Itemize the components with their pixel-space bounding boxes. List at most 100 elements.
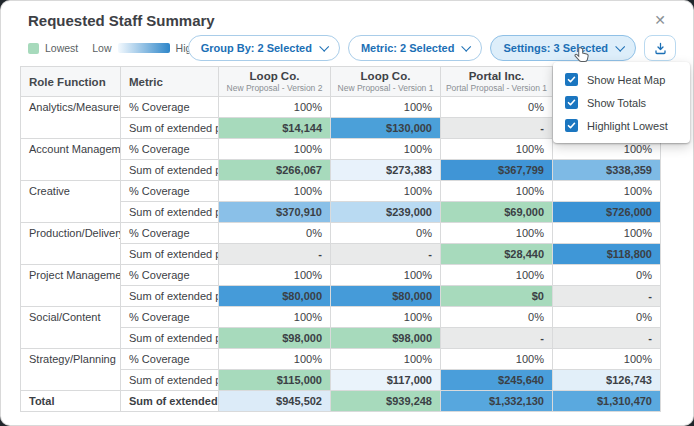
coverage-value-cell: 100%	[553, 349, 661, 370]
metric-dropdown-button[interactable]: Metric: 2 Selected	[348, 35, 483, 61]
coverage-value-cell: 0%	[331, 223, 441, 244]
coverage-value-cell: 100%	[331, 181, 441, 202]
download-button[interactable]	[644, 35, 676, 61]
sum-value-cell: $14,144	[219, 118, 331, 139]
coverage-value-cell: 100%	[441, 181, 553, 202]
group-by-label: Group By: 2 Selected	[201, 42, 312, 54]
coverage-value-cell: 100%	[441, 265, 553, 286]
metric-cell: % Coverage	[121, 139, 219, 160]
role-function-cell: Account Management	[21, 139, 121, 181]
coverage-value-cell: 100%	[219, 139, 331, 160]
settings-menu-item[interactable]: Highlight Lowest	[553, 114, 690, 137]
coverage-value-cell: 100%	[331, 97, 441, 118]
coverage-value-cell: 100%	[331, 139, 441, 160]
sum-value-cell: -	[553, 328, 661, 349]
sum-value-cell: $28,440	[441, 244, 553, 265]
metric-cell: % Coverage	[121, 223, 219, 244]
table-row: Social/Content% Coverage100%100%0%0%	[21, 307, 661, 328]
coverage-value-cell: 100%	[219, 97, 331, 118]
sum-value-cell: $117,000	[331, 370, 441, 391]
sum-value-cell: $0	[441, 286, 553, 307]
column-header: Metric	[121, 67, 219, 97]
sum-value-cell: $80,000	[219, 286, 331, 307]
sum-value-cell: -	[441, 328, 553, 349]
coverage-value-cell: 100%	[331, 265, 441, 286]
checkbox-checked-icon[interactable]	[565, 96, 578, 109]
role-function-cell: Project Management	[21, 265, 121, 307]
settings-menu-item-label: Highlight Lowest	[587, 120, 668, 132]
role-function-cell: Creative	[21, 181, 121, 223]
sum-value-cell: $130,000	[331, 118, 441, 139]
table-row: Production/Delivery% Coverage0%0%100%100…	[21, 223, 661, 244]
coverage-value-cell: 100%	[441, 139, 553, 160]
close-icon[interactable]: ✕	[652, 11, 668, 29]
chevron-down-icon	[615, 41, 625, 51]
heatmap-legend: Lowest Low High	[28, 42, 197, 54]
page-title: Requested Staff Summary	[28, 12, 215, 29]
metric-cell: Sum of extended price	[121, 160, 219, 181]
checkbox-checked-icon[interactable]	[565, 119, 578, 132]
settings-menu: Show Heat Map Show Totals Highlight Lowest	[553, 62, 690, 143]
checkbox-checked-icon[interactable]	[565, 73, 578, 86]
coverage-value-cell: 0%	[553, 265, 661, 286]
column-header-subtitle: Portal Proposal - Version 1	[445, 83, 548, 93]
column-header-title: Loop Co.	[335, 70, 436, 83]
table-row: Strategy/Planning% Coverage100%100%100%1…	[21, 349, 661, 370]
coverage-value-cell: 0%	[553, 307, 661, 328]
sum-value-cell: $239,000	[331, 202, 441, 223]
metric-cell: % Coverage	[121, 181, 219, 202]
metric-cell: Sum of extended price	[121, 286, 219, 307]
sum-value-cell: $273,383	[331, 160, 441, 181]
table-row: Project Management% Coverage100%100%100%…	[21, 265, 661, 286]
coverage-value-cell: 0%	[441, 307, 553, 328]
coverage-value-cell: 100%	[331, 307, 441, 328]
legend-gradient-bar	[118, 43, 170, 53]
settings-dropdown-button[interactable]: Settings: 3 Selected	[490, 35, 636, 61]
table-row: Creative% Coverage100%100%100%100%	[21, 181, 661, 202]
settings-menu-item-label: Show Heat Map	[587, 74, 665, 86]
role-function-cell: Strategy/Planning	[21, 349, 121, 391]
coverage-value-cell: 100%	[219, 307, 331, 328]
sum-value-cell: -	[331, 244, 441, 265]
download-icon	[654, 42, 667, 55]
coverage-value-cell: 100%	[219, 181, 331, 202]
coverage-value-cell: 100%	[331, 349, 441, 370]
metric-cell: Sum of extended price	[121, 244, 219, 265]
metric-cell: Sum of extended price	[121, 370, 219, 391]
coverage-value-cell: 100%	[553, 223, 661, 244]
column-header: Portal Inc.Portal Proposal - Version 1	[441, 67, 553, 97]
metric-label: Metric: 2 Selected	[361, 42, 455, 54]
sum-value-cell: -	[553, 286, 661, 307]
sum-value-cell: $726,000	[553, 202, 661, 223]
legend-low-label: Low	[92, 42, 111, 54]
coverage-value-cell: 100%	[219, 265, 331, 286]
settings-label: Settings: 3 Selected	[503, 42, 608, 54]
requested-staff-summary-panel: Requested Staff Summary ✕ Lowest Low Hig…	[0, 0, 694, 426]
coverage-value-cell: 100%	[441, 349, 553, 370]
legend-lowest-label: Lowest	[45, 42, 78, 54]
table-body: Analytics/Measurement% Coverage100%100%0…	[21, 97, 661, 412]
sum-value-cell: $1,310,470	[553, 391, 661, 412]
settings-menu-item[interactable]: Show Heat Map	[553, 68, 690, 91]
chevron-down-icon	[319, 41, 329, 51]
legend-lowest-swatch	[28, 43, 39, 54]
sum-value-cell: $115,000	[219, 370, 331, 391]
sum-value-cell: $245,640	[441, 370, 553, 391]
metric-cell: Sum of extended price	[121, 391, 219, 412]
metric-cell: % Coverage	[121, 265, 219, 286]
settings-menu-item-label: Show Totals	[587, 97, 646, 109]
column-header-subtitle: New Proposal - Version 2	[223, 83, 326, 93]
column-header: Loop Co.New Proposal - Version 2	[219, 67, 331, 97]
sum-value-cell: $98,000	[331, 328, 441, 349]
sum-value-cell: $118,800	[553, 244, 661, 265]
coverage-value-cell: 100%	[553, 181, 661, 202]
group-by-dropdown-button[interactable]: Group By: 2 Selected	[188, 35, 340, 61]
settings-menu-item[interactable]: Show Totals	[553, 91, 690, 114]
total-label-cell: Total	[21, 391, 121, 412]
metric-cell: % Coverage	[121, 349, 219, 370]
coverage-value-cell: 0%	[441, 97, 553, 118]
sum-value-cell: $939,248	[331, 391, 441, 412]
column-header-subtitle: New Proposal - Version 1	[335, 83, 436, 93]
sum-value-cell: $126,743	[553, 370, 661, 391]
coverage-value-cell: 100%	[219, 349, 331, 370]
